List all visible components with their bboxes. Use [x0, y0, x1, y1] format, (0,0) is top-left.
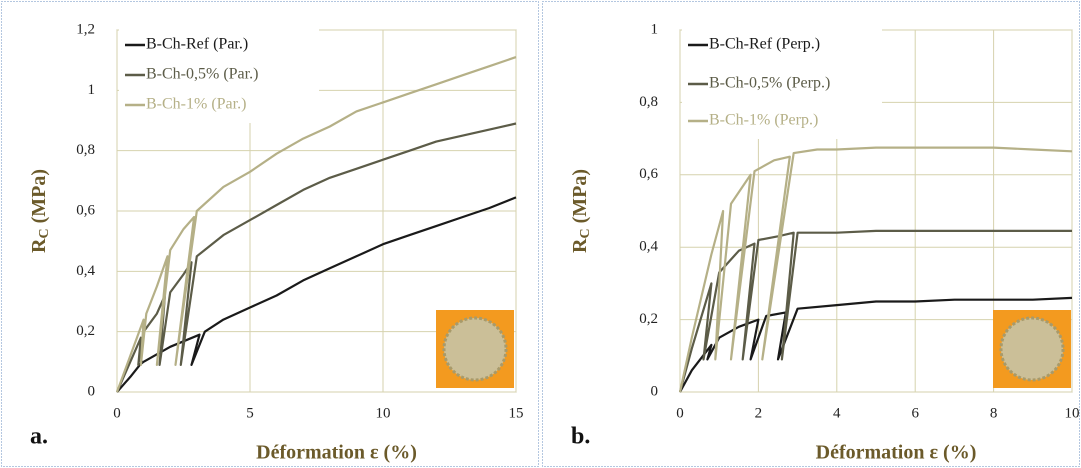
data-line	[678, 229, 1072, 393]
x-tick-label: 15	[509, 405, 524, 421]
x-tick-label: 0	[676, 405, 684, 421]
y-tick-label: 0,4	[76, 263, 95, 279]
y-tick-label: 1,2	[76, 21, 95, 37]
y-tick-label: 0,6	[639, 166, 658, 182]
legend-label: B-Ch-0,5% (Perp.)	[709, 75, 830, 92]
x-tick-label: 2	[755, 405, 763, 421]
x-tick-label: 10	[1065, 405, 1080, 421]
y-axis-label-main: R	[569, 238, 591, 253]
y-axis-label: RC (MPa)	[569, 169, 594, 253]
y-tick-label: 0,4	[639, 239, 658, 255]
y-axis-label-unit: (MPa)	[569, 169, 591, 228]
panel-label: b.	[571, 424, 590, 450]
x-axis-label: Déformation ε (%)	[256, 442, 417, 464]
legend-label: B-Ch-1% (Par.)	[146, 96, 246, 113]
legend-label: B-Ch-0,5% (Par.)	[146, 66, 258, 83]
texture-inset	[993, 310, 1071, 388]
y-axis-label-sub: C	[37, 228, 52, 238]
x-axis-label: Déformation ε (%)	[816, 442, 977, 464]
data-line	[115, 56, 517, 393]
legend: B-Ch-Ref (Perp.) B-Ch-0,5% (Perp.) B-Ch-1%…	[682, 28, 882, 139]
y-axis-label-unit: (MPa)	[28, 169, 50, 228]
y-tick-label: 0	[651, 383, 659, 399]
texture-inset	[436, 310, 514, 388]
x-tick-label: 5	[246, 405, 254, 421]
legend-label: B-Ch-1% (Perp.)	[709, 112, 818, 129]
y-axis-label-sub: C	[578, 228, 593, 238]
x-tick-label: 0	[113, 405, 121, 421]
data-line	[678, 146, 1073, 393]
legend-label: B-Ch-Ref (Perp.)	[709, 36, 820, 53]
y-tick-label: 0,2	[76, 323, 95, 339]
x-tick-label: 8	[990, 405, 998, 421]
y-tick-label: 1	[88, 82, 96, 98]
y-axis-label-main: R	[28, 238, 50, 253]
y-tick-label: 0,6	[76, 202, 95, 218]
panel-label: a.	[30, 424, 48, 450]
y-axis-label: RC (MPa)	[28, 169, 53, 253]
legend-box	[119, 28, 319, 123]
y-tick-label: 0,8	[76, 142, 95, 158]
legend: B-Ch-Ref (Par.) B-Ch-0,5% (Par.) B-Ch-1% (…	[119, 28, 319, 123]
legend-box	[682, 28, 882, 139]
x-tick-label: 4	[833, 405, 841, 421]
x-tick-label: 10	[376, 405, 391, 421]
y-tick-label: 0,2	[639, 311, 658, 327]
y-tick-label: 1	[651, 21, 659, 37]
x-tick-label: 6	[911, 405, 919, 421]
legend-label: B-Ch-Ref (Par.)	[146, 36, 248, 53]
y-tick-label: 0,8	[639, 94, 658, 110]
y-tick-label: 0	[88, 383, 96, 399]
